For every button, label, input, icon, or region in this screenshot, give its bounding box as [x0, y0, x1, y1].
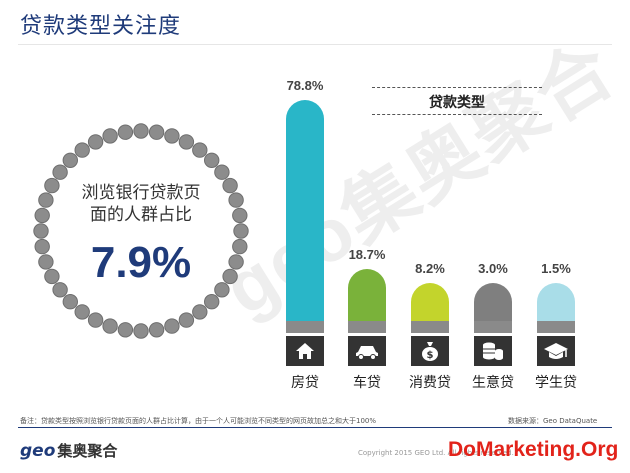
ring-bead: [52, 282, 68, 298]
data-label: 78.8%: [286, 78, 324, 93]
ring-bead: [233, 223, 249, 239]
ring-bead: [87, 134, 104, 150]
ring-bead: [178, 312, 195, 328]
ring-bead: [222, 177, 238, 194]
ring-bead: [117, 322, 134, 338]
footer-divider: [18, 427, 612, 428]
ring-bead: [102, 128, 118, 144]
bar-base: [537, 321, 575, 333]
data-label: 1.5%: [541, 261, 571, 276]
bar-base: [474, 321, 512, 333]
ring-bead: [192, 142, 208, 158]
car-icon: [348, 336, 386, 366]
ring-bead: [44, 268, 60, 285]
ring-bead: [148, 124, 165, 140]
ring-bead: [232, 238, 248, 255]
highlight-label-line2: 面的人群占比: [90, 205, 192, 225]
data-label: 3.0%: [478, 261, 508, 276]
coin-stack-icon: [474, 336, 512, 366]
bar-2: [348, 268, 386, 321]
ring-bead: [222, 268, 238, 285]
ring-bead: [33, 223, 49, 239]
ring-bead: [204, 294, 220, 310]
ring-bead: [34, 238, 50, 255]
ring-bead: [214, 164, 230, 180]
ring-bead: [74, 304, 90, 320]
bar-1: [286, 100, 324, 321]
ring-bead: [232, 207, 248, 224]
data-source: 数据来源：Geo DataQuate: [508, 417, 598, 425]
category-label: 学生贷: [535, 375, 577, 391]
ring-bead: [164, 318, 180, 334]
ring-bead: [87, 312, 104, 328]
highlight-label-line1: 浏览银行贷款页: [81, 183, 201, 203]
ring-bead: [44, 177, 60, 194]
chart-title: 贷款类型: [429, 95, 485, 111]
highlight-label: 浏览银行贷款页 面的人群占比: [50, 182, 232, 226]
ring-bead: [228, 254, 244, 270]
site-watermark: DoMarketing.Org: [448, 438, 619, 461]
bar-4: [474, 283, 512, 321]
ring-bead: [214, 282, 230, 298]
category-label: 车贷: [353, 375, 381, 391]
ring-bead: [204, 152, 220, 168]
ring-bead: [133, 323, 149, 339]
ring-bead: [52, 164, 68, 180]
ring-bead: [148, 322, 165, 338]
ring-bead: [62, 294, 78, 310]
ring-bead: [192, 304, 208, 320]
highlight-value: 7.9%: [90, 238, 192, 287]
dotted-ring: [33, 123, 249, 339]
footnote: 备注：贷款类型按照浏览银行贷款页面的人群占比计算，由于一个人可能浏览不同类型的网…: [20, 417, 377, 425]
svg-text:$: $: [427, 350, 434, 361]
company-logo: geo 集奥聚合: [20, 440, 117, 461]
ring-bead: [38, 192, 54, 208]
house-icon: [286, 336, 324, 366]
bar-5: [537, 283, 575, 321]
page-title: 贷款类型关注度: [20, 14, 182, 39]
ring-bead: [34, 207, 50, 224]
ring-bead: [102, 318, 118, 334]
category-label: 消费贷: [409, 375, 451, 391]
copyright-text: Copyright 2015 GEO Ltd. All rights reser…: [358, 449, 514, 457]
ring-bead: [178, 134, 195, 150]
data-label: 8.2%: [415, 261, 445, 276]
ring-bead: [228, 192, 244, 208]
data-label: 18.7%: [348, 246, 386, 262]
ring-bead: [74, 142, 90, 158]
logo-text-en: geo: [20, 441, 56, 461]
bar-base: [348, 321, 386, 333]
category-label: 生意贷: [472, 375, 514, 391]
title-divider: [18, 44, 612, 45]
bar-3: [411, 283, 449, 321]
bar-base: [286, 321, 324, 333]
ring-bead: [133, 123, 149, 139]
ring-bead: [117, 124, 134, 140]
chart-legend: 贷款类型: [372, 87, 542, 115]
ring-bead: [62, 152, 78, 168]
ring-bead: [38, 254, 54, 270]
category-label: 房贷: [291, 375, 319, 391]
money-bag-icon: $: [411, 336, 449, 366]
bar-base: [411, 321, 449, 333]
ring-bead: [164, 128, 180, 144]
graduation-cap-icon: [537, 336, 575, 366]
logo-text-cn: 集奥聚合: [57, 442, 118, 460]
